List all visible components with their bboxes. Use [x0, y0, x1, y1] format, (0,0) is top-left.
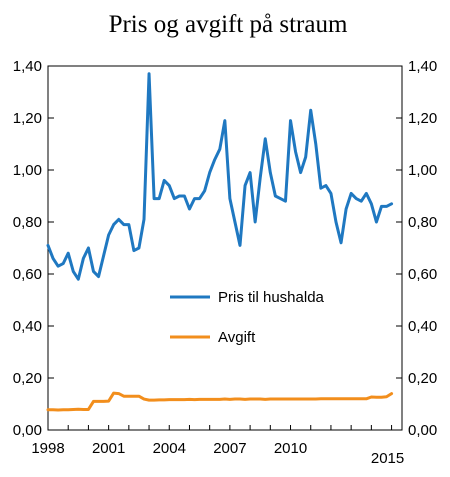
right-y-tick-label: 0,40: [408, 318, 437, 335]
left-y-tick-label: 0,00: [13, 422, 42, 439]
right-y-tick-label: 1,40: [408, 58, 437, 75]
x-tick-label: 2004: [153, 440, 186, 457]
x-tick-label: 2001: [92, 440, 125, 457]
right-y-tick-label: 0,60: [408, 266, 437, 283]
chart-title: Pris og avgift på straum: [109, 11, 348, 38]
left-y-tick-label: 0,80: [13, 214, 42, 231]
right-y-tick-label: 1,00: [408, 162, 437, 179]
left-y-tick-label: 1,20: [13, 110, 42, 127]
series-layer: [46, 72, 394, 412]
right-y-tick-label: 0,00: [408, 422, 437, 439]
series-line-0: [46, 72, 394, 281]
legend-label-avgift: Avgift: [218, 329, 256, 346]
series-line-1: [46, 391, 394, 412]
left-y-tick-label: 1,00: [13, 162, 42, 179]
x-tick-label: 2010: [274, 440, 307, 457]
x-axis: 1998 2001 2004 2007 2010 2015: [31, 425, 404, 467]
right-y-axis: 0,00 0,20 0,40 0,60 0,80 1,00 1,20 1,40: [396, 58, 437, 439]
x-tick-label: 2015: [371, 450, 404, 467]
legend: Pris til hushalda Avgift: [170, 289, 325, 346]
x-tick-label: 2007: [213, 440, 246, 457]
left-y-tick-label: 0,60: [13, 266, 42, 283]
right-y-tick-label: 0,80: [408, 214, 437, 231]
left-y-tick-label: 0,40: [13, 318, 42, 335]
legend-label-pris: Pris til hushalda: [218, 289, 325, 306]
left-y-axis: 0,00 0,20 0,40 0,60 0,80 1,00 1,20 1,40: [13, 58, 54, 439]
x-tick-label: 1998: [31, 440, 64, 457]
right-y-tick-label: 1,20: [408, 110, 437, 127]
right-y-tick-label: 0,20: [408, 370, 437, 387]
left-y-tick-label: 1,40: [13, 58, 42, 75]
left-y-tick-label: 0,20: [13, 370, 42, 387]
